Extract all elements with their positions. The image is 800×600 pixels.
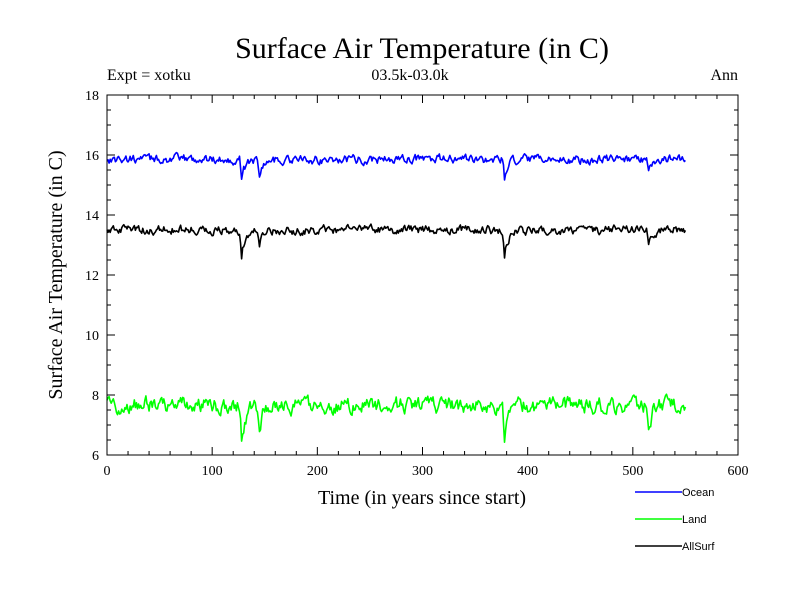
chart-subtitle-right: Ann (710, 67, 738, 84)
x-tick-label: 600 (728, 464, 749, 479)
axis-tick-labels: 0 100 200 300 400 500 600 6 8 10 12 14 16 18 (85, 89, 749, 479)
series-line-allsurf (106, 223, 687, 260)
legend-label-ocean: Ocean (682, 487, 714, 499)
x-tick-label: 400 (517, 464, 538, 479)
y-tick-label: 10 (85, 329, 99, 344)
series-line-ocean (106, 151, 686, 181)
y-tick-label: 6 (92, 449, 99, 464)
x-tick-label: 500 (622, 464, 643, 479)
x-tick-label: 200 (307, 464, 328, 479)
axis-ticks (106, 94, 739, 456)
y-tick-label: 12 (85, 269, 99, 284)
x-tick-label: 300 (412, 464, 433, 479)
x-tick-label: 0 (104, 464, 111, 479)
y-tick-label: 8 (92, 389, 99, 404)
x-axis-label: Time (in years since start) (318, 487, 526, 509)
y-tick-label: 14 (85, 209, 99, 224)
y-tick-label: 18 (85, 89, 99, 104)
y-tick-label: 16 (85, 149, 99, 164)
plot-frame (106, 94, 739, 456)
legend: Ocean Land AllSurf (635, 487, 715, 553)
chart-subtitle-center: 03.5k-03.0k (371, 67, 448, 84)
legend-label-land: Land (682, 514, 706, 526)
plot-lines (106, 151, 687, 443)
series-line-land (106, 393, 687, 443)
chart-subtitle-left: Expt = xotku (107, 67, 191, 84)
x-tick-label: 100 (202, 464, 223, 479)
y-axis-label: Surface Air Temperature (in C) (45, 150, 67, 399)
chart-title: Surface Air Temperature (in C) (235, 32, 609, 65)
legend-label-allsurf: AllSurf (682, 541, 715, 553)
